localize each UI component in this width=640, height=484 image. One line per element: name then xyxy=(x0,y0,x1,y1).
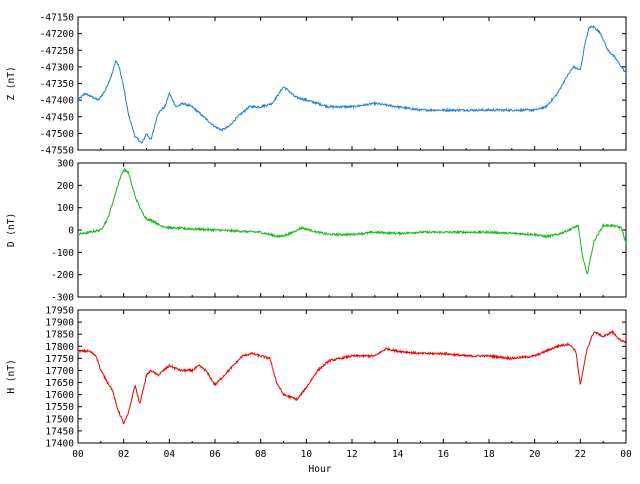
y-tick-label: 17750 xyxy=(45,354,74,365)
x-tick-label: 22 xyxy=(575,449,586,460)
x-tick-label: 00 xyxy=(72,449,84,460)
x-tick-label: 20 xyxy=(529,449,541,460)
y-tick-label: 17550 xyxy=(45,402,74,413)
y-tick-label: -47300 xyxy=(40,62,75,73)
x-tick-label: 02 xyxy=(118,449,129,460)
y-tick-label: 0 xyxy=(68,226,74,237)
panel-d-series-line xyxy=(77,167,627,275)
x-tick-label: 00 xyxy=(620,449,632,460)
panel-d-frame xyxy=(77,162,627,298)
y-tick-label: 17900 xyxy=(45,318,74,329)
y-tick-label: -47200 xyxy=(40,29,75,40)
x-tick-label: 14 xyxy=(392,449,404,460)
x-axis-tick-labels: 00 02 04 06 08 10 12 14 16 18 20 22 00 xyxy=(72,449,632,460)
y-tick-label: -47250 xyxy=(40,46,75,57)
y-tick-label: 17400 xyxy=(45,439,74,450)
x-tick-label: 08 xyxy=(255,449,267,460)
y-tick-label: -47550 xyxy=(40,146,75,157)
y-tick-label: -200 xyxy=(51,270,74,281)
panel-z-frame xyxy=(77,16,627,151)
x-tick-label: 16 xyxy=(438,449,450,460)
y-tick-label: 17650 xyxy=(45,378,74,389)
x-tick-label: 06 xyxy=(209,449,221,460)
panel-h: 1795017900178501780017750177001765017600… xyxy=(6,306,627,450)
y-tick-label: -100 xyxy=(51,248,74,259)
panel-h-ylabel: H (nT) xyxy=(6,359,17,393)
x-axis-label: Hour xyxy=(309,464,332,475)
y-tick-label: 17450 xyxy=(45,426,74,437)
panel-d-ylabel: D (nT) xyxy=(6,213,17,247)
y-tick-label: -300 xyxy=(51,293,74,304)
y-tick-label: -47350 xyxy=(40,79,75,90)
y-tick-label: 17950 xyxy=(45,306,74,317)
panel-z: -47150 -47200 -47250 -47300 -47350 -47400 -474… xyxy=(6,13,627,157)
x-tick-label: 18 xyxy=(483,449,495,460)
panel-z-ylabel: Z (nT) xyxy=(6,66,17,100)
y-tick-label: 17500 xyxy=(45,414,74,425)
y-tick-label: -47400 xyxy=(40,96,75,107)
x-tick-label: 12 xyxy=(346,449,357,460)
y-tick-label: 200 xyxy=(57,181,74,192)
x-tick-label: 10 xyxy=(301,449,313,460)
panel-h-frame xyxy=(77,309,627,444)
panel-z-series-line xyxy=(77,24,627,144)
y-tick-label: -47500 xyxy=(40,129,75,140)
y-tick-label: 17600 xyxy=(45,390,74,401)
y-tick-label: 17700 xyxy=(45,366,74,377)
panel-h-series-line xyxy=(77,329,626,425)
y-tick-label: 300 xyxy=(57,159,74,170)
y-tick-label: 17850 xyxy=(45,330,74,341)
y-tick-label: 100 xyxy=(57,203,74,214)
x-tick-label: 04 xyxy=(164,449,176,460)
y-tick-label: -47150 xyxy=(40,13,75,24)
y-tick-label: -47450 xyxy=(40,112,75,123)
y-tick-label: 17800 xyxy=(45,342,74,353)
panel-d: 300 200 100 0 -100 -200 -300 D (nT) xyxy=(6,159,627,304)
